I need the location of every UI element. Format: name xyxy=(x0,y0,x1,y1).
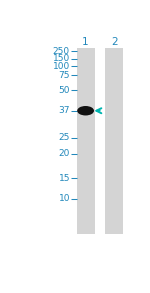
FancyBboxPatch shape xyxy=(105,47,123,234)
Text: 1: 1 xyxy=(82,38,89,47)
Text: 25: 25 xyxy=(59,133,70,142)
Text: 2: 2 xyxy=(111,38,117,47)
Text: 37: 37 xyxy=(58,106,70,115)
Text: 100: 100 xyxy=(53,62,70,71)
Text: 15: 15 xyxy=(58,174,70,183)
FancyBboxPatch shape xyxy=(77,47,95,234)
Text: 50: 50 xyxy=(58,86,70,95)
Text: 250: 250 xyxy=(53,47,70,56)
Text: 75: 75 xyxy=(58,71,70,80)
Text: 20: 20 xyxy=(59,149,70,158)
Text: 150: 150 xyxy=(53,54,70,63)
Ellipse shape xyxy=(77,106,94,115)
Text: 10: 10 xyxy=(58,194,70,203)
